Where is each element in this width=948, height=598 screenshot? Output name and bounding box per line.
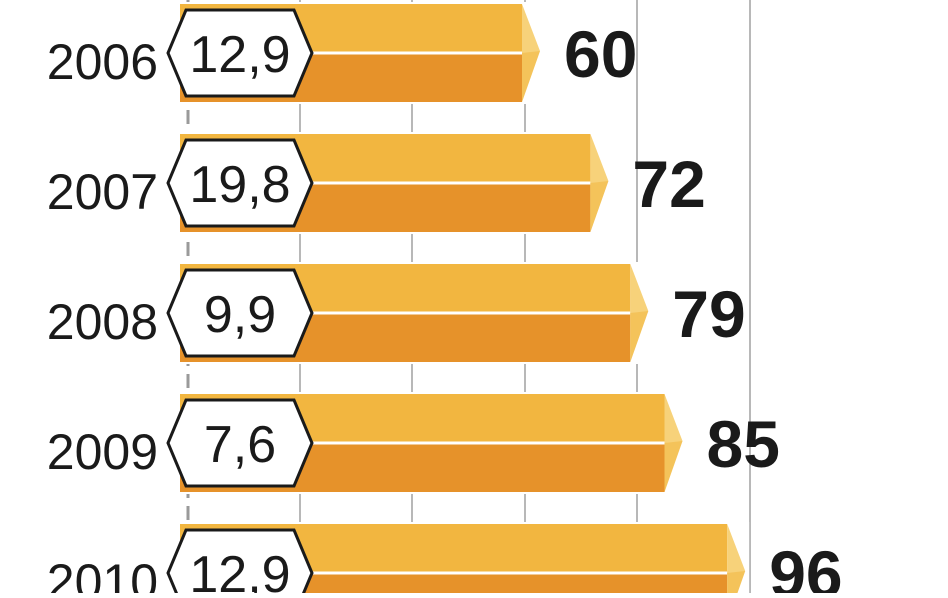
- value-badge: [166, 138, 314, 228]
- bar-cap-shade: [664, 441, 683, 492]
- badge-label: 9,9: [204, 286, 276, 344]
- value-badge: [166, 398, 314, 488]
- data-label: 96: [769, 537, 842, 593]
- bars-layer: [166, 2, 750, 598]
- labels-layer: 12,9 2006 60 19,8 2007 72 9,9 2008 79 7,6 2009 85 12…: [47, 17, 843, 598]
- data-label: 79: [672, 277, 745, 351]
- badge-label: 12,9: [189, 26, 290, 84]
- badge-label: 19,8: [189, 156, 290, 214]
- category-label: 2007: [47, 164, 158, 220]
- category-label: 2008: [47, 294, 158, 350]
- value-badge: [166, 8, 314, 98]
- data-label: 60: [564, 17, 637, 91]
- bar-cap-shade: [522, 51, 540, 102]
- category-label: 2009: [47, 424, 158, 480]
- category-label: 2010: [47, 554, 158, 593]
- bar-cap-shade: [727, 571, 746, 598]
- value-badge: [166, 528, 314, 598]
- badge-label: 7,6: [204, 416, 276, 474]
- value-badge: [166, 268, 314, 358]
- data-label: 72: [632, 147, 705, 221]
- bar-cap-shade: [630, 311, 649, 362]
- data-label: 85: [707, 407, 780, 481]
- bar-cap-shade: [590, 181, 609, 232]
- category-label: 2006: [47, 34, 158, 90]
- badge-label: 12,9: [189, 546, 290, 593]
